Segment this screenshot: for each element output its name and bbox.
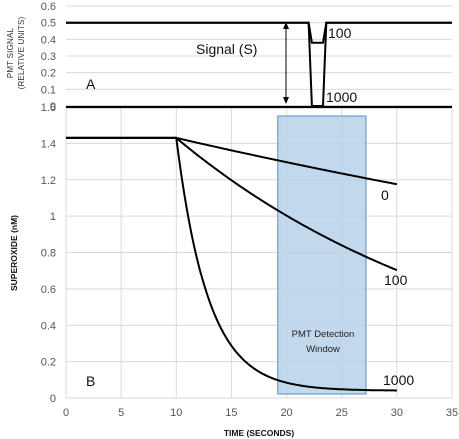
window-label-line1: PMT Detection	[292, 329, 355, 340]
panel-a-series	[66, 21, 452, 107]
panel-b-y-tick-label: 0.8	[41, 248, 56, 260]
panel-a-ylabel-line1: PMT SIGNAL	[6, 27, 15, 78]
panel-b-x-tick-label: 35	[446, 407, 458, 419]
signal-arrow	[283, 22, 289, 104]
panel-b-series-line-0	[66, 136, 398, 186]
panel-b-y-tick-label: 0.2	[41, 357, 56, 369]
panel-a-letter: A	[86, 76, 96, 92]
panel-a-ylabel-line2: (RELATIVE UNITS)	[17, 16, 26, 89]
panel-a-y-tick-label: 0.2	[41, 68, 56, 80]
panel-b-series-line-1000	[66, 136, 397, 392]
panel-b-y-tick-label: 0	[50, 393, 56, 405]
panel-b-y-tick-label: 1.4	[41, 138, 56, 150]
panel-b-x-tick-label: 15	[225, 407, 237, 419]
panel-b-y-tick-label: 0.4	[41, 320, 56, 332]
panel-a-label-100: 100	[328, 25, 352, 41]
panel-b-label-1000: 1000	[383, 372, 414, 388]
panel-b-x-tick-label: 10	[170, 407, 182, 419]
panel-b-x-tick-label: 5	[118, 407, 124, 419]
panel-b-x-tick-label: 25	[336, 407, 348, 419]
panel-b-series	[66, 136, 398, 392]
panel-b-xlabel: TIME (SECONDS)	[224, 428, 295, 438]
panel-a-y-axis-title: PMT SIGNAL (RELATIVE UNITS)	[6, 16, 26, 89]
panel-a-y-tick-label: 0.1	[41, 84, 56, 96]
panel-b-letter: B	[86, 373, 95, 389]
panel-b-x-tick-label: 0	[63, 407, 69, 419]
panel-b-gridlines	[65, 105, 453, 399]
panel-a-y-tick-label: 0.3	[41, 51, 56, 63]
panel-a-label-1000: 1000	[326, 89, 357, 105]
panel-b-x-tick-label: 20	[280, 407, 292, 419]
panel-b-y-tick-label: 0.6	[41, 284, 56, 296]
panel-b: PMT Detection Window 0 5 10 15 20 25 30 35 00.2…	[9, 102, 458, 438]
panel-a: 0 0.1 0.2 0.3 0.4 0.5 0.6 PMT SIGNAL (RELATIVE…	[6, 1, 452, 113]
panel-a-y-ticks: 0 0.1 0.2 0.3 0.4 0.5 0.6	[41, 1, 56, 113]
panel-b-y-tick-label: 1	[50, 211, 56, 223]
panel-b-y-ticks: 0 0.2 0.4 0.6 0.8 1 1.2 1.4 1.6	[41, 102, 56, 405]
panel-a-series-line-1000	[66, 21, 452, 107]
panel-a-y-tick-label: 0.6	[41, 1, 56, 13]
panel-b-y-tick-label: 1.2	[41, 175, 56, 187]
signal-annotation: Signal (S)	[196, 41, 257, 57]
panel-a-y-tick-label: 0.5	[41, 18, 56, 30]
panel-a-y-tick-label: 0	[50, 101, 56, 113]
window-label-line2: Window	[306, 344, 340, 355]
panel-a-y-tick-label: 0.4	[41, 34, 56, 46]
panel-b-series-line-100	[66, 136, 398, 272]
panel-b-x-tick-label: 30	[391, 407, 403, 419]
panel-b-y-tick-label: 1.6	[41, 102, 56, 114]
panel-b-ylabel: SUPEROXIDE (nM)	[9, 215, 19, 291]
pmt-detection-window	[277, 115, 367, 395]
panel-a-gridlines	[66, 5, 452, 107]
panel-b-label-100: 100	[384, 272, 408, 288]
panel-b-label-0: 0	[381, 187, 389, 203]
panel-b-x-ticks: 0 5 10 15 20 25 30 35	[63, 407, 458, 419]
